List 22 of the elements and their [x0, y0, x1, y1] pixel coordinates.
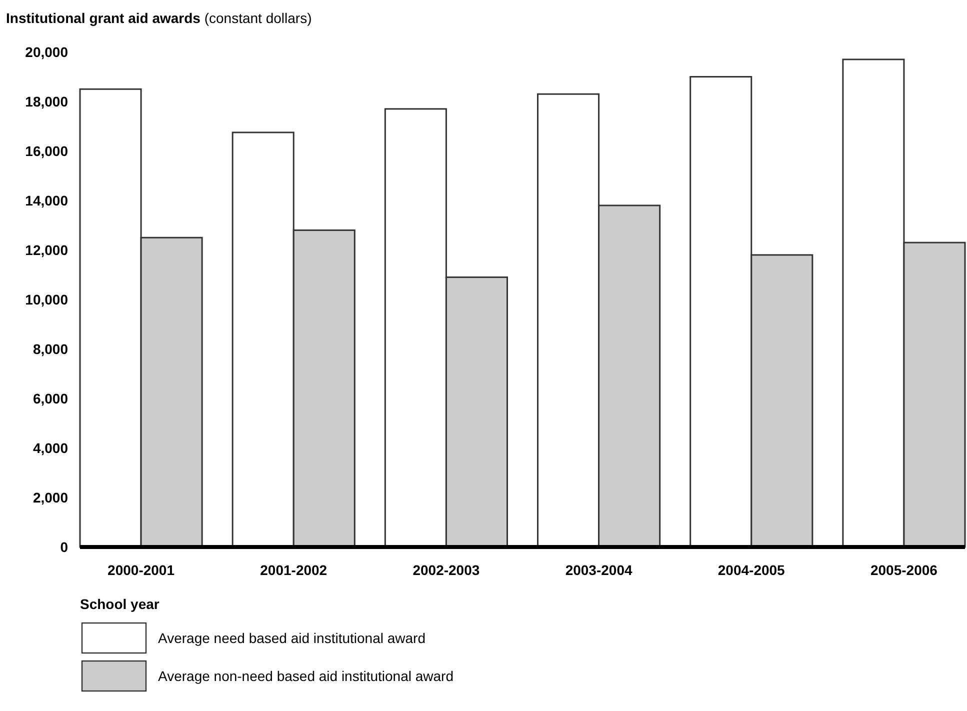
y-tick-label: 18,000	[25, 93, 68, 110]
x-tick-label: 2001-2002	[260, 562, 328, 578]
y-tick-label: 0	[60, 538, 68, 555]
legend-label: Average need based aid institutional award	[158, 630, 426, 646]
y-tick-label: 20,000	[25, 44, 68, 60]
y-tick-label: 10,000	[25, 291, 68, 308]
x-tick-label: 2005-2006	[870, 562, 938, 578]
x-tick-label: 2004-2005	[718, 562, 786, 578]
x-axis-title: School year	[80, 596, 160, 612]
chart-subtitle: (constant dollars)	[200, 10, 312, 26]
y-tick-label: 2,000	[32, 489, 68, 506]
y-tick-label: 6,000	[32, 390, 68, 406]
y-tick-label: 16,000	[25, 142, 68, 159]
x-tick-label: 2002-2003	[412, 562, 480, 578]
y-tick-label: 8,000	[32, 340, 68, 357]
y-tick-label: 14,000	[25, 192, 68, 208]
y-tick-label: 4,000	[32, 440, 68, 456]
x-tick-label: 2003-2004	[565, 562, 632, 578]
chart-title: Institutional grant aid awards	[6, 10, 201, 26]
x-tick-label: 2000-2001	[108, 562, 175, 578]
legend-label: Average non-need based aid institutional award	[158, 668, 454, 684]
y-tick-label: 12,000	[25, 242, 68, 258]
